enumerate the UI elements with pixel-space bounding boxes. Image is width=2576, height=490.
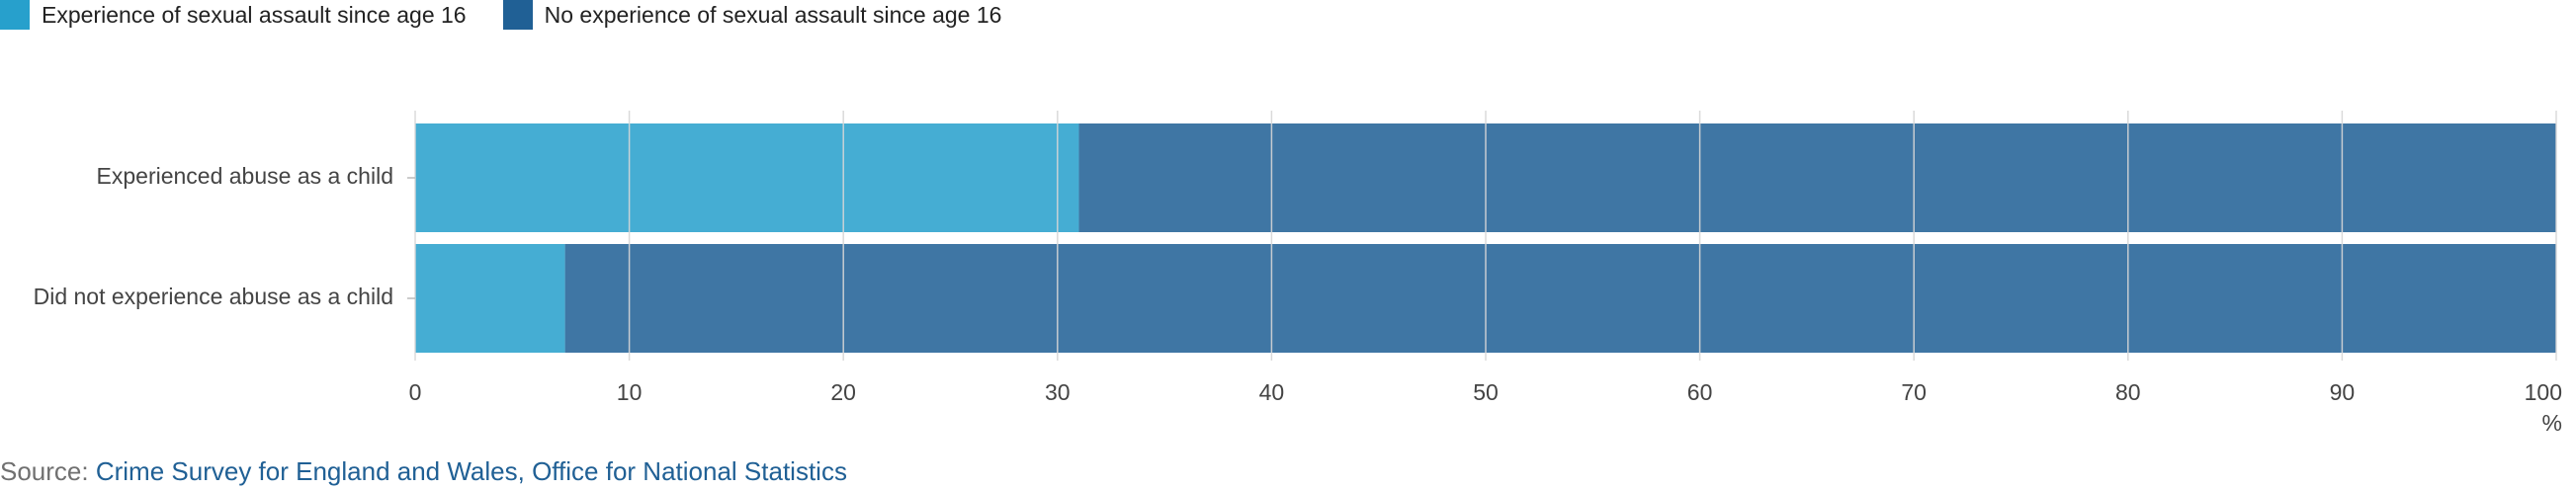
legend-label-no-sexual-assault: No experience of sexual assault since ag… xyxy=(544,1,1002,28)
bar-0-series-0 xyxy=(415,123,1079,232)
x-tick-label-40: 40 xyxy=(1259,379,1285,405)
legend-swatch-no-sexual-assault xyxy=(502,0,533,30)
gridlines xyxy=(414,111,2557,361)
category-label-0: Experienced abuse as a child xyxy=(97,163,393,189)
source-link[interactable]: Crime Survey for England and Wales, Offi… xyxy=(95,456,847,486)
x-tick-label-20: 20 xyxy=(830,379,856,405)
x-unit-label: % xyxy=(2542,410,2562,436)
x-tick-label-30: 30 xyxy=(1045,379,1071,405)
x-tick-label-80: 80 xyxy=(2115,379,2141,405)
legend-swatch-sexual-assault xyxy=(0,0,30,30)
category-label-1: Did not experience abuse as a child xyxy=(34,284,393,309)
x-tick-label-60: 60 xyxy=(1687,379,1713,405)
bar-1-series-0 xyxy=(415,244,565,353)
x-tick-label-100: 100 xyxy=(2525,379,2562,405)
x-tick-label-50: 50 xyxy=(1473,379,1499,405)
x-tick-label-0: 0 xyxy=(409,379,422,405)
source-note: Source: Crime Survey for England and Wal… xyxy=(0,456,847,487)
bar-layer xyxy=(415,123,2556,353)
bar-1-series-1 xyxy=(564,244,2556,353)
legend-item-sexual-assault: Experience of sexual assault since age 1… xyxy=(0,0,467,30)
stacked-bar-chart: Experienced abuse as a child Did not expe… xyxy=(34,111,2562,436)
legend-item-no-sexual-assault: No experience of sexual assault since ag… xyxy=(502,0,1002,30)
axes: Experienced abuse as a child Did not expe… xyxy=(34,163,2562,436)
x-tick-label-90: 90 xyxy=(2330,379,2356,405)
x-tick-label-10: 10 xyxy=(617,379,643,405)
bar-0-series-1 xyxy=(1078,123,2556,232)
source-label: Source: xyxy=(0,456,89,486)
legend-label-sexual-assault: Experience of sexual assault since age 1… xyxy=(42,1,467,28)
x-tick-label-70: 70 xyxy=(1901,379,1927,405)
chart-legend: Experience of sexual assault since age 1… xyxy=(0,0,1038,30)
